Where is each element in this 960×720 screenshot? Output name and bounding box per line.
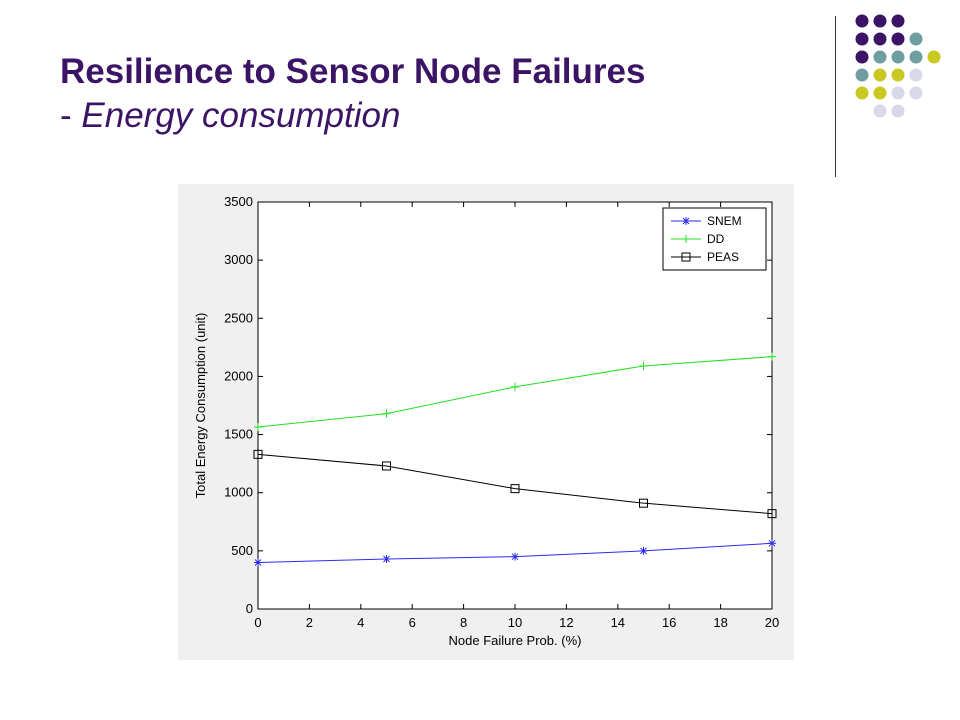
- series-dd: [254, 352, 776, 432]
- decor-dot: [891, 32, 905, 46]
- legend-item: PEAS: [671, 250, 739, 264]
- x-tick-label: 8: [460, 615, 467, 630]
- decor-dot: [873, 86, 887, 100]
- data-point: [382, 461, 391, 471]
- decor-dot: [855, 50, 869, 64]
- series-line: [257, 453, 773, 515]
- decor-dot: [891, 68, 905, 82]
- data-point: [510, 484, 520, 494]
- data-point: [382, 409, 391, 418]
- data-point: [511, 382, 519, 391]
- decor-dot: [909, 32, 923, 46]
- data-point: [682, 217, 690, 225]
- decor-dot: [909, 50, 923, 64]
- decor-dot: [855, 32, 869, 46]
- y-tick-label: 1000: [224, 485, 253, 500]
- decor-dot: [873, 14, 887, 28]
- slide-subtitle-line: - Energy consumption: [60, 94, 780, 138]
- data-point: [681, 252, 691, 262]
- x-tick-label: 2: [306, 615, 313, 630]
- legend-label: PEAS: [707, 250, 739, 264]
- line-chart: 0 2 4 6 8 10 12 14 16 18 20 0 500 1000 1500 2000 2500 300…: [193, 194, 779, 648]
- data-point: [639, 546, 648, 555]
- data-point: [254, 558, 262, 567]
- y-tick-label: 0: [246, 601, 253, 616]
- x-tick-label: 6: [409, 615, 416, 630]
- y-tick-label: 2500: [224, 310, 253, 325]
- y-tick-label: 1500: [224, 427, 253, 442]
- y-axis-label: Total Energy Consumption (unit): [193, 313, 208, 499]
- data-point: [253, 449, 263, 459]
- data-point: [511, 552, 519, 561]
- decor-dot: [891, 104, 905, 118]
- x-axis-label: Node Failure Prob. (%): [449, 633, 582, 648]
- decor-dot: [891, 86, 905, 100]
- legend-item: DD: [671, 232, 725, 246]
- decor-dot: [873, 68, 887, 82]
- decor-dot: [909, 86, 923, 100]
- y-tick-label: 3000: [224, 252, 253, 267]
- data-point: [639, 498, 648, 508]
- data-point: [767, 509, 777, 519]
- x-tick-label: 12: [559, 615, 573, 630]
- y-tick-label: 3500: [224, 194, 253, 209]
- decor-dot: [873, 50, 887, 64]
- data-point: [768, 352, 776, 361]
- x-tick-label: 16: [662, 615, 676, 630]
- data-point: [382, 554, 391, 563]
- series-peas: [253, 449, 777, 519]
- decor-dot: [909, 68, 923, 82]
- slide-title-main: Resilience to Sensor Node Failures: [60, 52, 646, 91]
- subtitle-dash: -: [60, 96, 82, 135]
- legend-item: SNEM: [671, 214, 742, 228]
- data-point: [682, 235, 690, 243]
- slide-title: Resilience to Sensor Node Failures - Ene…: [60, 50, 780, 138]
- legend-label: SNEM: [707, 214, 742, 228]
- decor-dot: [891, 14, 905, 28]
- x-tick-label: 10: [508, 615, 522, 630]
- x-tick-label: 14: [611, 615, 625, 630]
- decor-dot: [873, 32, 887, 46]
- y-tick-label: 500: [231, 543, 253, 558]
- decor-dot: [855, 86, 869, 100]
- decor-dot: [891, 50, 905, 64]
- data-point: [639, 361, 648, 370]
- chart-panel: 0 2 4 6 8 10 12 14 16 18 20 0 500 1000 1500 2000 2500 300…: [178, 184, 794, 660]
- x-tick-label: 18: [713, 615, 727, 630]
- legend-label: DD: [707, 232, 725, 246]
- x-tick-label: 4: [357, 615, 364, 630]
- data-point: [254, 423, 262, 432]
- decor-dot: [927, 50, 941, 64]
- series-snem: [254, 539, 776, 567]
- data-point: [768, 539, 776, 548]
- decor-dot: [873, 104, 887, 118]
- x-tick-label: 0: [254, 615, 261, 630]
- decor-dot: [855, 14, 869, 28]
- legend: SNEM DD PEAS: [662, 207, 767, 271]
- slide-subtitle: Energy consumption: [81, 96, 401, 135]
- decor-divider-line: [835, 16, 836, 177]
- decor-dot: [855, 68, 869, 82]
- x-tick-label: 20: [765, 615, 779, 630]
- decor-dot-grid: [855, 14, 941, 118]
- y-tick-label: 2000: [224, 368, 253, 383]
